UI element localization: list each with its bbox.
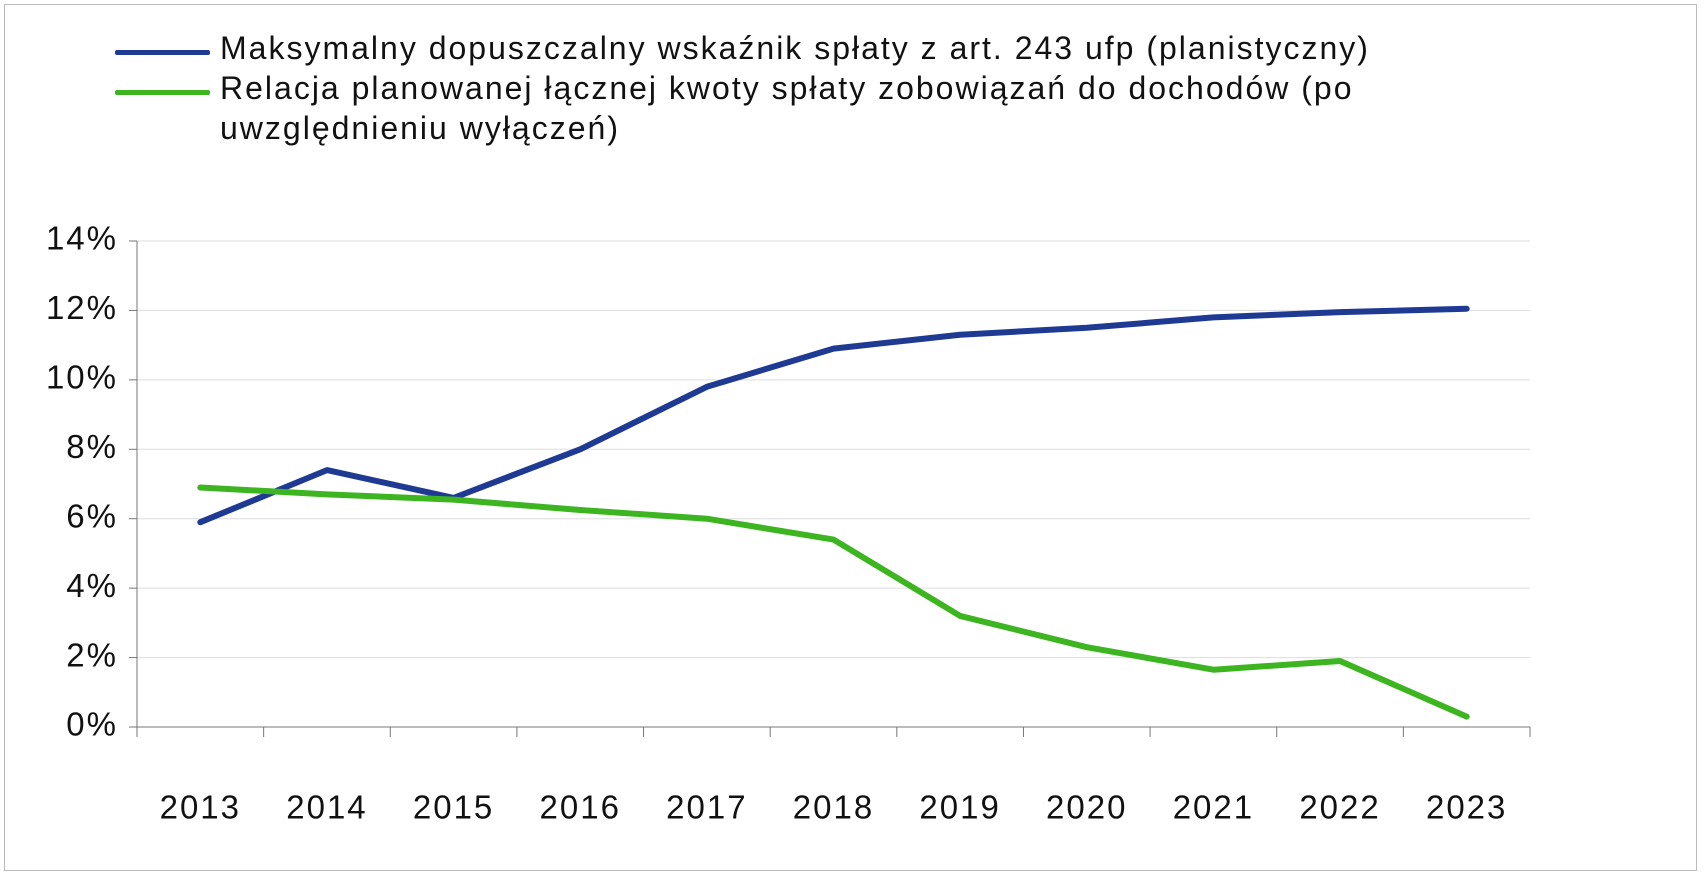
- x-tick-label: 2022: [1299, 789, 1380, 826]
- x-tick-label: 2023: [1426, 789, 1507, 826]
- x-tick-label: 2014: [286, 789, 367, 826]
- x-tick-label: 2015: [413, 789, 494, 826]
- y-tick-label: 12%: [46, 289, 118, 326]
- legend-swatch: [115, 50, 210, 55]
- series-line: [197, 305, 1470, 526]
- x-tick-label: 2016: [540, 789, 621, 826]
- series-line: [197, 484, 1470, 720]
- x-tick-label: 2019: [919, 789, 1000, 826]
- y-tick-label: 14%: [46, 220, 118, 257]
- x-tick-label: 2018: [793, 789, 874, 826]
- y-tick-label: 10%: [46, 359, 118, 396]
- x-tick-label: 2021: [1173, 789, 1254, 826]
- y-tick-label: 0%: [66, 706, 118, 743]
- legend-swatch: [115, 90, 210, 95]
- y-tick-label: 2%: [66, 636, 118, 673]
- legend-entry: Relacja planowanej łącznej kwoty spłaty …: [115, 68, 1370, 148]
- y-tick-label: 4%: [66, 567, 118, 604]
- legend-label: Relacja planowanej łącznej kwoty spłaty …: [220, 70, 1354, 146]
- legend: Maksymalny dopuszczalny wskaźnik spłaty …: [115, 28, 1370, 148]
- legend-label: Maksymalny dopuszczalny wskaźnik spłaty …: [220, 30, 1370, 66]
- x-tick-label: 2020: [1046, 789, 1127, 826]
- x-tick-label: 2013: [160, 789, 241, 826]
- x-tick-label: 2017: [666, 789, 747, 826]
- chart-frame: [4, 4, 1697, 871]
- y-tick-label: 8%: [66, 428, 118, 465]
- legend-entry: Maksymalny dopuszczalny wskaźnik spłaty …: [115, 28, 1370, 68]
- y-tick-label: 6%: [66, 497, 118, 534]
